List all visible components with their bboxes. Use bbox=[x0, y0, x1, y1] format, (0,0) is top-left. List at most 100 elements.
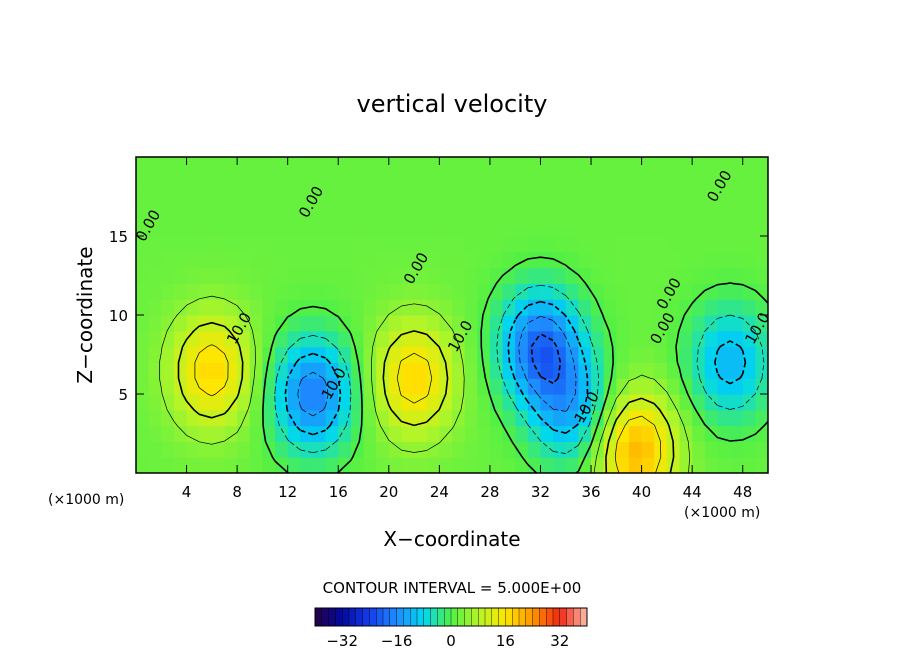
heatmap-cell bbox=[578, 378, 592, 395]
heatmap-cell bbox=[540, 362, 554, 379]
heatmap-cell bbox=[477, 204, 491, 221]
heatmap-cell bbox=[237, 394, 251, 411]
heatmap-cell bbox=[692, 457, 706, 473]
heatmap-cell bbox=[616, 251, 630, 269]
heatmap-cell bbox=[388, 346, 403, 363]
heatmap-cell bbox=[388, 394, 403, 411]
heatmap-cell bbox=[717, 457, 731, 473]
heatmap-cell bbox=[161, 188, 175, 205]
heatmap-cell bbox=[338, 315, 352, 332]
heatmap-cell bbox=[464, 251, 478, 269]
heatmap-cell bbox=[237, 188, 251, 205]
heatmap-cell bbox=[325, 378, 339, 395]
heatmap-cell bbox=[414, 378, 428, 395]
heatmap-cell bbox=[224, 283, 238, 300]
heatmap-cell bbox=[692, 157, 706, 174]
heatmap-cell bbox=[325, 330, 339, 348]
contour-line bbox=[177, 321, 675, 473]
heatmap-cell bbox=[742, 267, 756, 284]
heatmap-cell bbox=[224, 188, 238, 205]
colorbar-swatch bbox=[410, 607, 418, 627]
heatmap-cell bbox=[616, 236, 630, 253]
heatmap-cell bbox=[199, 172, 213, 190]
heatmap-cell bbox=[628, 315, 643, 332]
heatmap-cell bbox=[654, 236, 668, 253]
heatmap-cell bbox=[414, 299, 428, 316]
heatmap-cell bbox=[388, 457, 403, 473]
heatmap-cell bbox=[527, 299, 542, 316]
heatmap-cell bbox=[199, 315, 213, 332]
heatmap-cell bbox=[211, 346, 226, 363]
heatmap-cell bbox=[199, 346, 213, 363]
heatmap-cell bbox=[148, 378, 162, 395]
heatmap-cell bbox=[439, 267, 453, 284]
heatmap-cell bbox=[224, 299, 238, 316]
colorbar-swatch bbox=[573, 607, 581, 627]
colorbar-swatch bbox=[566, 607, 574, 627]
heatmap-cell bbox=[262, 236, 276, 253]
heatmap-cell bbox=[338, 251, 352, 269]
heatmap-cell bbox=[401, 425, 415, 442]
heatmap-cell bbox=[641, 220, 655, 237]
heatmap-cell bbox=[199, 457, 213, 473]
x-tick-label: 36 bbox=[581, 483, 600, 501]
heatmap-cell bbox=[452, 330, 466, 348]
heatmap-cell bbox=[173, 409, 188, 427]
heatmap-cell bbox=[363, 425, 377, 442]
heatmap-cell bbox=[338, 378, 352, 395]
heatmap-cell bbox=[161, 409, 175, 427]
heatmap-cell bbox=[654, 346, 668, 363]
heatmap-cell bbox=[325, 283, 339, 300]
heatmap-cell bbox=[578, 251, 592, 269]
heatmap-cell bbox=[211, 394, 226, 411]
heatmap-cell bbox=[275, 157, 289, 174]
heatmap-cell bbox=[730, 220, 744, 237]
heatmap-cell bbox=[414, 172, 428, 190]
heatmap-cell bbox=[641, 157, 655, 174]
heatmap-cell bbox=[148, 188, 162, 205]
contour-line bbox=[159, 295, 691, 473]
heatmap-cell bbox=[350, 157, 365, 174]
heatmap-cell bbox=[654, 188, 668, 205]
heatmap-cell bbox=[136, 330, 150, 348]
colorbar-swatch bbox=[389, 607, 398, 627]
heatmap-cell bbox=[249, 236, 263, 253]
heatmap-cell bbox=[388, 315, 403, 332]
heatmap-cell bbox=[477, 441, 491, 458]
heatmap-cell bbox=[553, 362, 567, 379]
heatmap-cell bbox=[692, 267, 706, 284]
heatmap-cell bbox=[401, 236, 415, 253]
heatmap-cell bbox=[717, 172, 731, 190]
heatmap-cell bbox=[312, 378, 327, 395]
heatmap-cell bbox=[401, 330, 415, 348]
plot-area: 0.000.000.000.000.000.0010.010.010.010.0… bbox=[136, 157, 768, 473]
heatmap-cell bbox=[692, 220, 706, 237]
heatmap-cell bbox=[452, 409, 466, 427]
heatmap-cell bbox=[173, 157, 188, 174]
heatmap-cell bbox=[249, 346, 263, 363]
heatmap-cell bbox=[717, 394, 731, 411]
heatmap-cell bbox=[186, 172, 200, 190]
heatmap-cell bbox=[527, 425, 542, 442]
colorbar-swatch bbox=[498, 607, 506, 627]
heatmap-cell bbox=[211, 362, 226, 379]
heatmap-cell bbox=[363, 172, 377, 190]
heatmap-cell bbox=[704, 457, 719, 473]
heatmap-cell bbox=[376, 441, 390, 458]
heatmap-cell bbox=[591, 204, 605, 221]
heatmap-cell bbox=[489, 157, 504, 174]
heatmap-cell bbox=[755, 346, 768, 363]
heatmap-cell bbox=[300, 188, 314, 205]
heatmap-cell bbox=[654, 409, 668, 427]
colorbar-swatch bbox=[348, 607, 357, 627]
heatmap-cell bbox=[439, 220, 453, 237]
heatmap-cell bbox=[300, 251, 314, 269]
heatmap-cell bbox=[742, 315, 756, 332]
colorbar-tick-label: 0 bbox=[446, 632, 456, 650]
y-tick-label: 15 bbox=[109, 228, 128, 246]
heatmap-cell bbox=[515, 172, 529, 190]
heatmap-cell bbox=[591, 188, 605, 205]
contour-line bbox=[297, 315, 577, 417]
heatmap-cell bbox=[616, 299, 630, 316]
heatmap-cell bbox=[628, 425, 643, 442]
